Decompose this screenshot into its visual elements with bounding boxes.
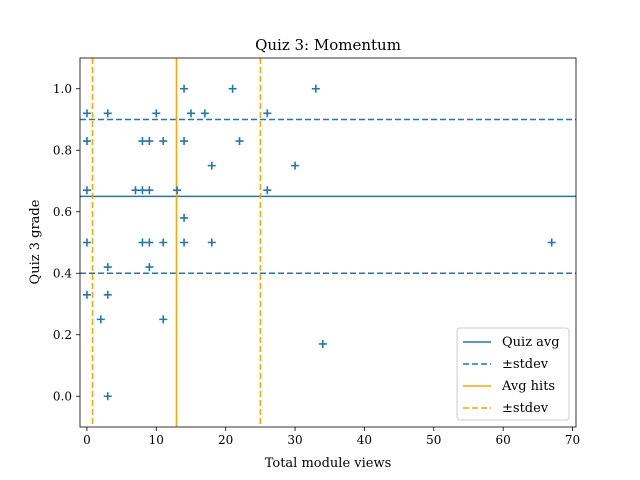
data-point [96, 315, 105, 324]
data-point [103, 290, 112, 299]
y-axis-ticks: 0.0 0.2 0.4 0.6 0.8 1.0 [53, 82, 80, 403]
data-point [228, 84, 237, 93]
y-tick-label: 0.2 [53, 328, 72, 342]
data-point [180, 84, 189, 93]
y-axis-label: Quiz 3 grade [28, 199, 43, 284]
data-point [138, 186, 147, 195]
data-point [180, 238, 189, 247]
y-tick-label: 0.0 [53, 389, 72, 403]
x-tick-label: 10 [149, 433, 164, 447]
y-tick-label: 1.0 [53, 82, 72, 96]
data-point [173, 186, 182, 195]
x-tick-label: 20 [218, 433, 233, 447]
x-tick-label: 60 [496, 433, 511, 447]
plot-frame [79, 57, 577, 428]
x-tick-label: 40 [357, 433, 372, 447]
data-point [131, 186, 140, 195]
legend-label: Quiz avg [502, 335, 560, 350]
x-axis-ticks: 0 10 20 30 40 50 60 70 [83, 427, 580, 447]
legend: Quiz avg ±stdev Avg hits ±stdev [456, 327, 570, 421]
data-point [138, 137, 147, 146]
data-point [103, 392, 112, 401]
data-point [159, 238, 168, 247]
data-point [103, 263, 112, 272]
y-tick-label: 0.8 [53, 143, 72, 157]
data-point [186, 109, 195, 118]
data-point [103, 109, 112, 118]
data-point [263, 186, 272, 195]
data-point [200, 109, 209, 118]
data-point [180, 213, 189, 222]
data-point [207, 161, 216, 170]
data-point [145, 137, 154, 146]
data-point [263, 109, 272, 118]
data-point [82, 238, 91, 247]
legend-box [456, 327, 570, 421]
data-point [145, 186, 154, 195]
chart-title: Quiz 3: Momentum [255, 36, 401, 54]
data-point [235, 137, 244, 146]
data-point [311, 84, 320, 93]
data-point [159, 315, 168, 324]
data-point [138, 238, 147, 247]
data-point [291, 161, 300, 170]
legend-label: Avg hits [501, 379, 555, 394]
data-point [82, 186, 91, 195]
legend-label: ±stdev [502, 401, 549, 416]
x-axis-label: Total module views [265, 456, 392, 471]
data-point [152, 109, 161, 118]
x-tick-label: 70 [565, 433, 580, 447]
data-point [318, 339, 327, 348]
x-tick-label: 0 [83, 433, 91, 447]
y-tick-label: 0.4 [53, 266, 72, 280]
data-point [145, 238, 154, 247]
y-tick-label: 0.6 [53, 205, 72, 219]
data-point [547, 238, 556, 247]
data-point [82, 137, 91, 146]
x-tick-label: 30 [287, 433, 302, 447]
data-point [159, 137, 168, 146]
data-point [82, 109, 91, 118]
data-point [180, 137, 189, 146]
reference-lines [80, 58, 576, 427]
x-tick-label: 50 [426, 433, 441, 447]
data-point [145, 263, 154, 272]
data-points [82, 84, 556, 401]
data-point [207, 238, 216, 247]
legend-label: ±stdev [502, 357, 549, 372]
data-point [82, 290, 91, 299]
